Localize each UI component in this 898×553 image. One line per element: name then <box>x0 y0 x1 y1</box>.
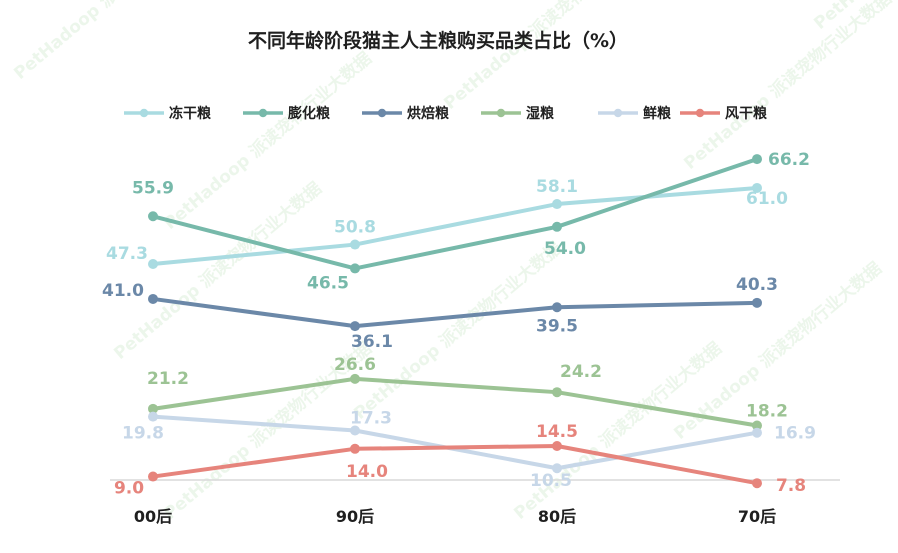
data-label-s5-p3: 7.8 <box>776 476 806 496</box>
x-tick-label-0: 00后 <box>134 507 172 526</box>
series-lines <box>151 157 759 486</box>
data-label-s1-p3: 66.2 <box>768 150 810 170</box>
data-point-s0-p0 <box>148 258 158 269</box>
series-line-2 <box>151 296 759 329</box>
legend-label-0: 冻干粮 <box>169 105 212 122</box>
data-label-s2-p1: 36.1 <box>351 332 393 352</box>
data-point-s0-p1 <box>350 239 360 250</box>
legend-label-5: 风干粮 <box>725 105 768 122</box>
data-label-s2-p3: 40.3 <box>736 275 778 295</box>
data-label-s1-p0: 55.9 <box>132 178 174 198</box>
data-point-s2-p0 <box>148 293 158 304</box>
data-point-s3-p1 <box>350 373 360 384</box>
watermark-text: PetHadoop 派读宠物行业大数据 <box>350 238 566 424</box>
series-line-5 <box>151 444 759 486</box>
data-point-s1-p1 <box>350 263 360 274</box>
x-tick-label-1: 90后 <box>336 507 374 526</box>
data-label-s4-p0: 19.8 <box>122 424 164 444</box>
data-labels: 47.3 50.8 58.1 61.0 55.9 46.5 54.0 66.2 41.0 36.1… <box>102 150 816 498</box>
legend-label-1: 膨化粮 <box>288 105 331 122</box>
data-point-s3-p3 <box>752 420 762 431</box>
data-label-s5-p0: 9.0 <box>114 479 144 499</box>
data-label-s0-p0: 47.3 <box>106 244 148 264</box>
data-point-s1-p3 <box>752 154 762 165</box>
series-points <box>148 154 762 489</box>
data-label-s4-p1: 17.3 <box>350 408 392 428</box>
legend-marker-5 <box>695 108 705 118</box>
data-point-s4-p1 <box>350 425 360 436</box>
data-point-s2-p3 <box>752 297 762 308</box>
data-point-s4-p2 <box>552 463 562 474</box>
legend-label-4: 鲜粮 <box>643 105 672 122</box>
legend-marker-4 <box>613 108 623 118</box>
data-label-s1-p1: 46.5 <box>307 273 349 293</box>
data-point-s1-p0 <box>148 211 158 222</box>
data-point-s3-p2 <box>552 387 562 398</box>
watermark-text: PetHadoop 派读宠物行业大数据 <box>10 0 226 84</box>
watermark-text: PetHadoop 派读宠物行业大数据 <box>680 0 896 174</box>
watermark-text: PetHadoop 派读宠物行业大数据 <box>160 48 376 234</box>
data-point-s2-p2 <box>552 302 562 313</box>
data-label-s3-p0: 21.2 <box>147 369 189 389</box>
x-tick-label-3: 70后 <box>738 507 776 526</box>
series-line-1 <box>151 157 759 271</box>
data-label-s5-p2: 14.5 <box>536 422 578 442</box>
data-label-s2-p2: 39.5 <box>536 316 578 336</box>
legend-label-2: 烘焙粮 <box>407 105 450 122</box>
data-label-s0-p3: 61.0 <box>746 189 788 209</box>
data-point-s5-p0 <box>148 471 158 482</box>
data-point-s2-p1 <box>350 321 360 332</box>
data-label-s3-p3: 18.2 <box>746 401 788 421</box>
legend-marker-0 <box>139 108 149 118</box>
data-label-s3-p2: 24.2 <box>560 362 602 382</box>
watermark-text: PetHadoop 派读宠物行业大数据 <box>110 178 326 364</box>
data-point-s5-p2 <box>552 441 562 452</box>
data-label-s4-p3: 16.9 <box>774 424 816 444</box>
watermark-text: PetHadoop 派读宠物行业大数据 <box>440 0 656 114</box>
data-label-s0-p1: 50.8 <box>334 218 376 238</box>
chart-title: 不同年龄阶段猫主人主粮购买品类占比（%） <box>248 29 628 52</box>
legend-marker-2 <box>377 108 387 118</box>
data-label-s2-p0: 41.0 <box>102 281 144 301</box>
data-label-s5-p1: 14.0 <box>346 462 388 482</box>
data-label-s4-p2: 10.5 <box>530 471 572 491</box>
legend: 冻干粮 膨化粮 烘焙粮 湿粮 鲜粮 风干粮 <box>124 105 768 122</box>
legend-marker-1 <box>258 108 268 118</box>
x-axis-ticks: 00后 90后 80后 70后 <box>134 507 776 526</box>
data-label-s0-p2: 58.1 <box>536 177 578 197</box>
data-point-s0-p3 <box>752 182 762 193</box>
data-label-s3-p1: 26.6 <box>334 355 376 375</box>
legend-label-3: 湿粮 <box>526 105 555 122</box>
data-label-s1-p2: 54.0 <box>544 239 586 259</box>
data-point-s4-p0 <box>148 411 158 422</box>
legend-marker-3 <box>496 108 506 118</box>
data-point-s5-p1 <box>350 443 360 454</box>
data-point-s5-p3 <box>752 478 762 489</box>
data-point-s0-p2 <box>552 199 562 210</box>
data-point-s1-p2 <box>552 221 562 232</box>
series-line-3 <box>151 376 759 428</box>
series-line-0 <box>151 185 759 266</box>
x-tick-label-2: 80后 <box>538 507 576 526</box>
data-point-s3-p0 <box>148 403 158 414</box>
data-point-s4-p3 <box>752 427 762 438</box>
